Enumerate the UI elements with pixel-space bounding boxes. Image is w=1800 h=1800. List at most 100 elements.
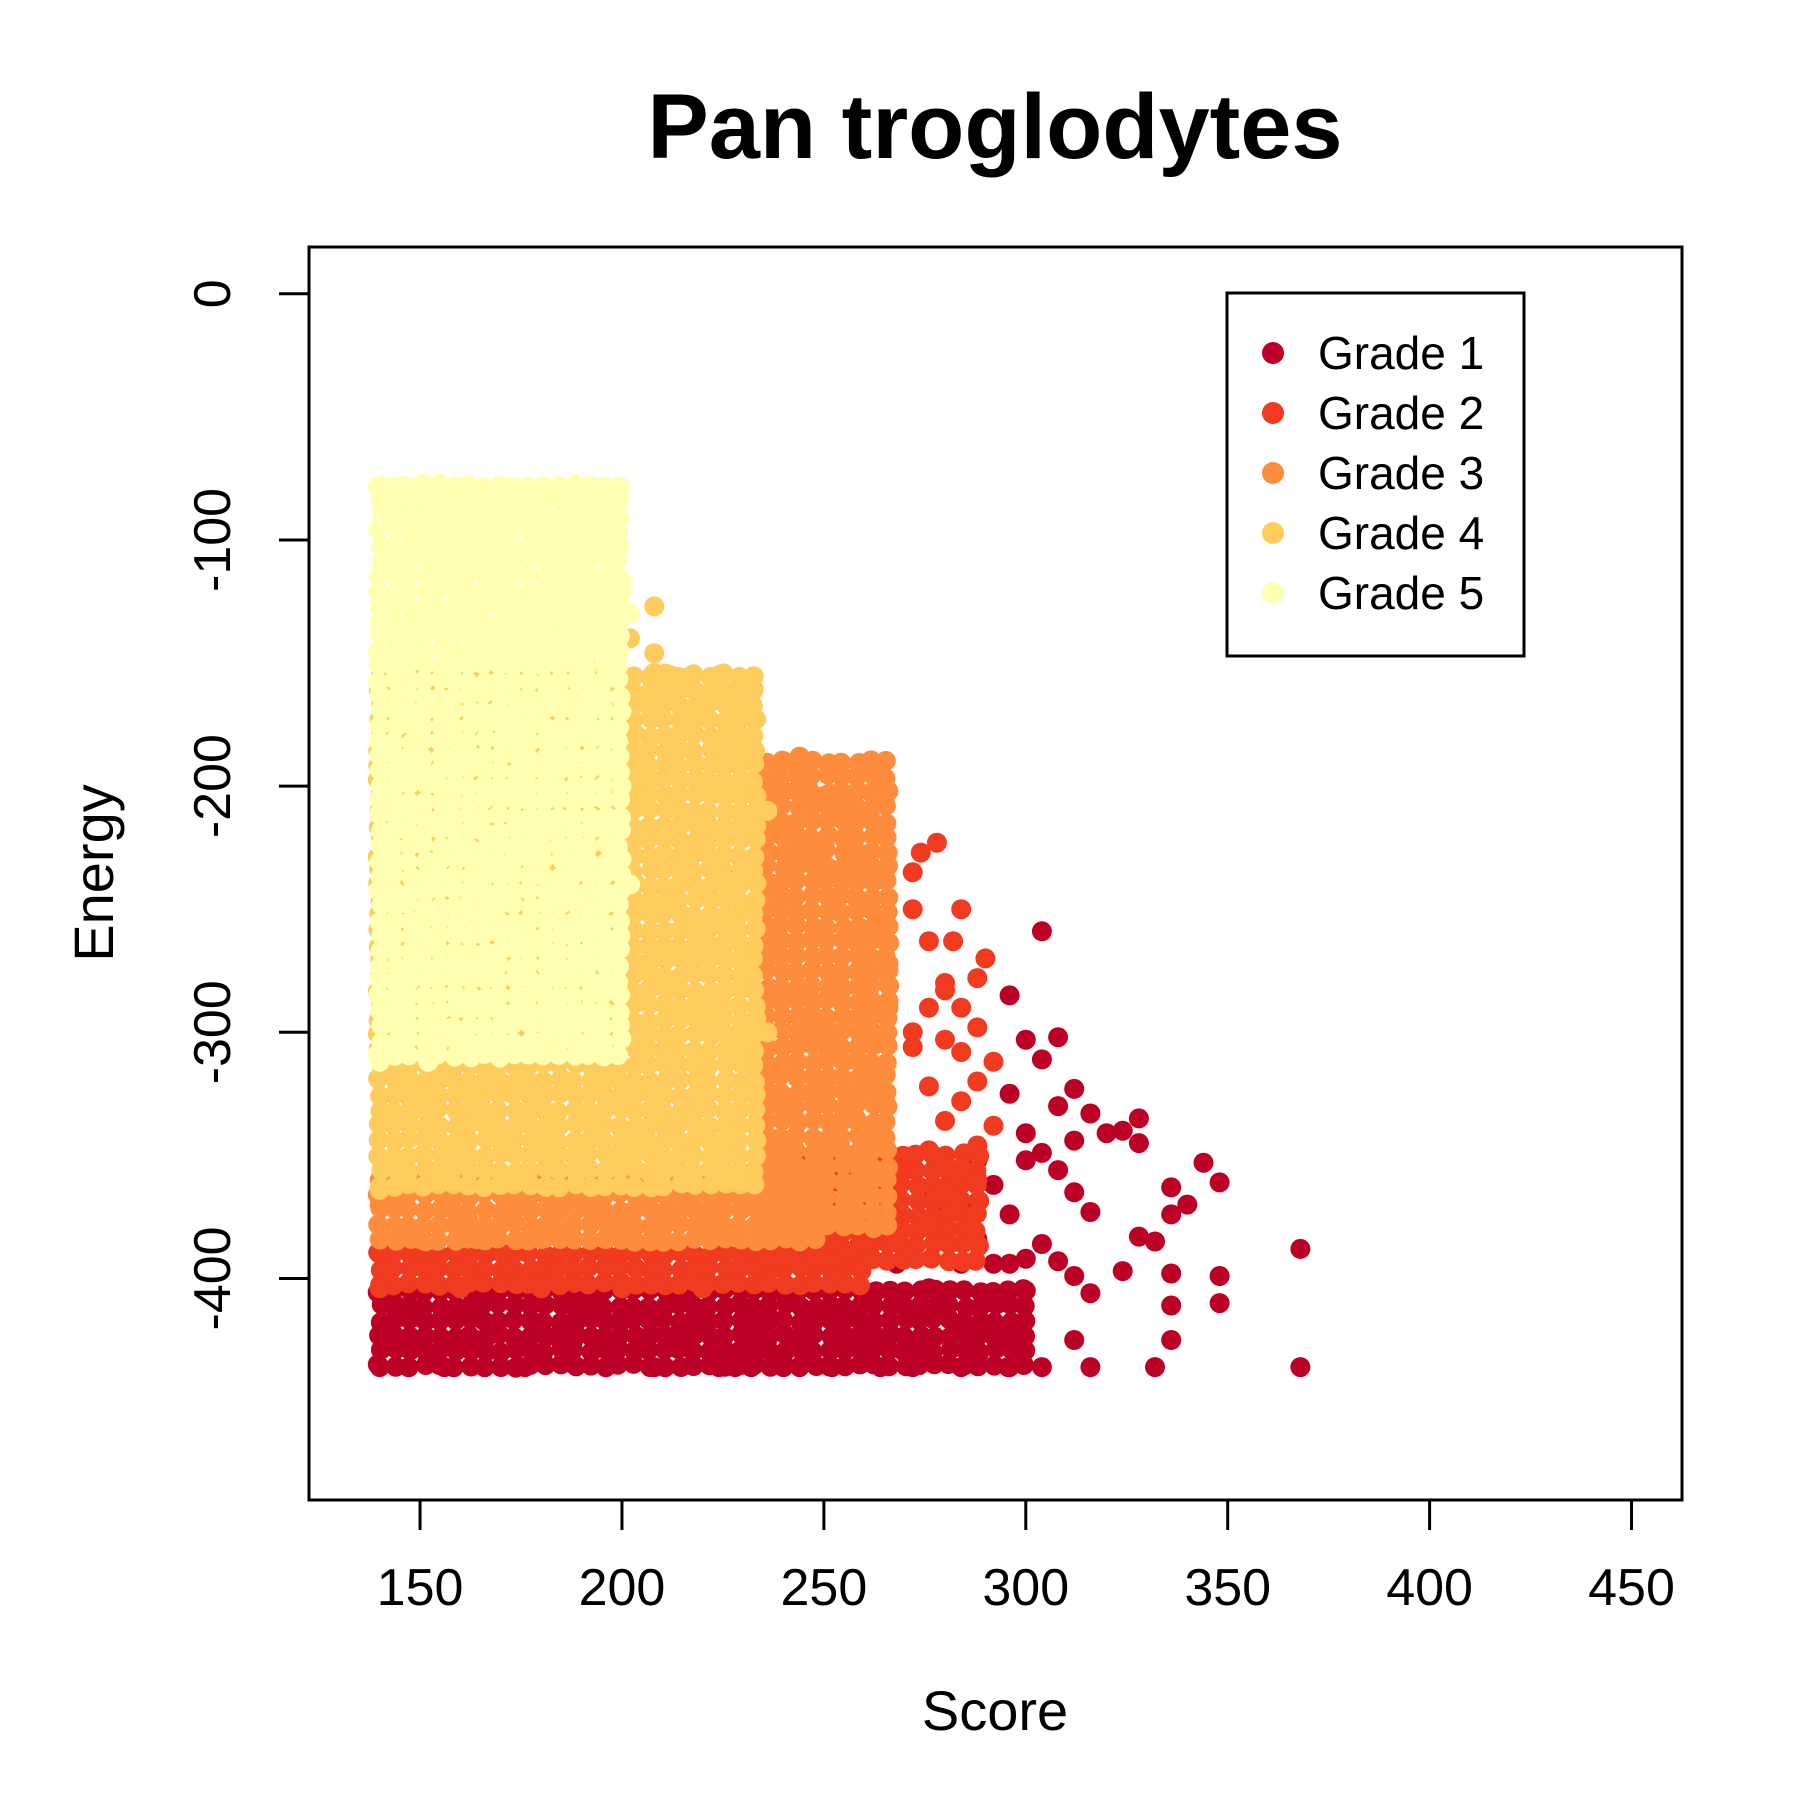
data-point [369,1194,390,1215]
data-point [954,1280,974,1301]
data-point [415,1310,436,1331]
data-point [397,1198,418,1219]
data-point [444,760,465,781]
data-point [536,1199,557,1219]
data-point [757,1022,778,1043]
data-point [879,975,900,996]
data-point [832,978,853,999]
data-point [877,1035,898,1056]
data-point [476,1200,496,1221]
data-point [370,699,391,720]
data-point [518,716,539,737]
data-point [400,1071,421,1092]
data-point [595,1311,616,1332]
data-point [862,1339,883,1360]
data-point [684,963,705,984]
data-point [596,819,617,840]
data-point [594,1272,615,1293]
data-point [428,489,449,510]
x-tick-label: 300 [982,1559,1069,1617]
data-point [743,725,764,746]
data-point [410,1229,431,1250]
data-point [535,1355,556,1376]
data-point [608,731,628,752]
data-point [714,1242,735,1263]
data-point [612,571,632,592]
data-point [876,1250,897,1271]
data-point [578,1000,599,1021]
data-point [504,1144,525,1165]
data-point [412,908,433,929]
data-point [450,1278,471,1299]
data-point [369,804,389,825]
data-point [668,1274,689,1295]
data-point [950,1189,971,1210]
data-point [466,500,487,521]
data-point [520,1175,541,1196]
data-point [504,924,524,945]
data-point [490,1174,511,1195]
data-point [430,520,451,541]
data-point [1048,1160,1069,1181]
data-point [653,1176,674,1197]
data-point [786,962,807,983]
data-point [698,1311,719,1332]
data-point [490,1357,511,1377]
data-point [713,964,734,985]
data-point [431,638,452,659]
data-point [878,953,899,974]
data-point [785,1126,806,1147]
data-point [443,791,464,812]
data-point [668,1055,689,1076]
data-point [838,1330,859,1350]
data-point [772,1154,793,1175]
data-point [459,849,480,870]
data-point [594,700,615,721]
data-point [653,859,674,880]
data-point [902,862,923,883]
data-point [415,654,436,674]
data-point [549,1160,569,1181]
data-point [715,1053,736,1074]
data-point [875,1111,896,1132]
data-point [905,1160,926,1181]
data-point [741,1194,762,1215]
data-point [443,1068,463,1089]
data-point [847,961,868,982]
data-point [951,1357,972,1378]
data-point [1080,1103,1101,1124]
data-point [620,603,641,624]
data-point [654,1085,675,1106]
data-point [639,1162,659,1182]
data-point [444,984,465,1005]
data-point [382,865,403,885]
data-point [624,1177,645,1197]
data-point [473,683,494,704]
data-point [625,993,645,1014]
data-point [676,667,697,688]
data-point [519,671,540,692]
data-point [686,888,706,909]
data-point [532,655,553,676]
data-point [612,1204,632,1225]
data-point [876,1169,897,1190]
data-point [786,870,807,891]
data-point [547,579,568,600]
data-point [861,1234,882,1255]
data-point [401,867,422,888]
data-point [398,612,419,633]
data-point [428,597,449,618]
data-point [819,1273,840,1294]
data-point [668,1231,689,1252]
data-point [428,864,449,885]
data-point [698,1041,719,1062]
data-point [935,1029,955,1050]
data-point [488,1293,508,1314]
data-point [550,894,571,915]
data-point [577,1274,598,1295]
data-point [742,965,763,986]
data-point [427,939,448,960]
data-point [935,1110,955,1131]
data-point [488,534,509,555]
data-point [918,1214,939,1235]
